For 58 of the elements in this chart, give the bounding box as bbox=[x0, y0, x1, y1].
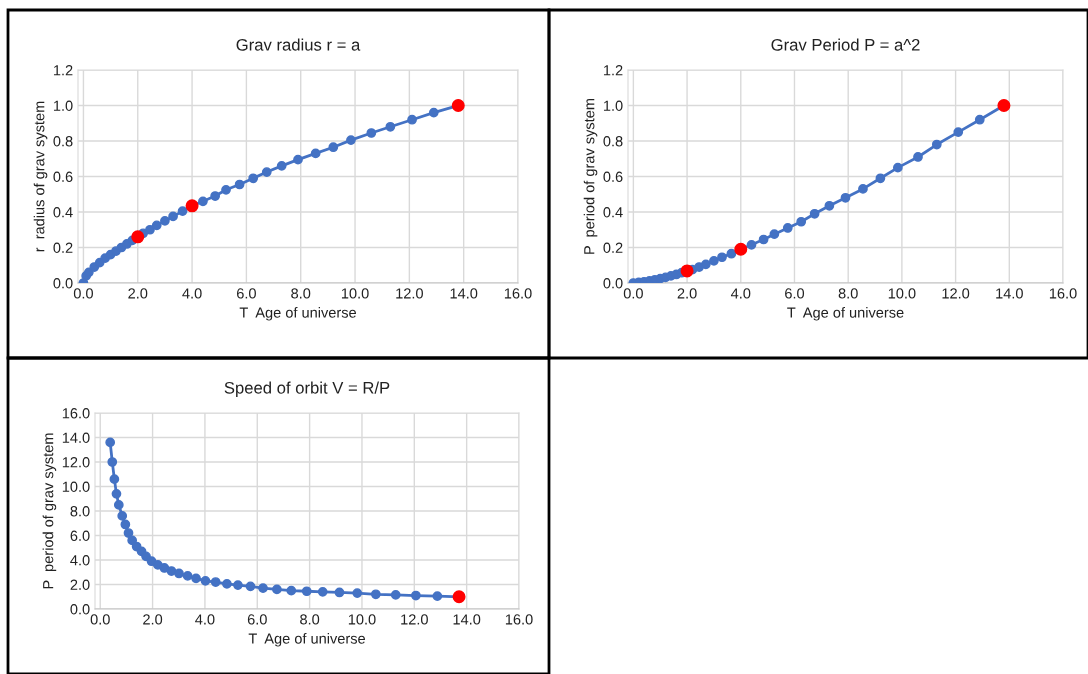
chart-title: Grav radius r = a bbox=[236, 38, 361, 51]
y-tick-label: 4.0 bbox=[70, 555, 90, 566]
y-tick-label: 1.2 bbox=[53, 65, 73, 76]
y-tick-label: 0.0 bbox=[70, 604, 90, 615]
x-tick-label: 4.0 bbox=[195, 614, 215, 625]
y-tick-label: 0.2 bbox=[53, 242, 73, 253]
y-tick-label: 0.6 bbox=[603, 171, 623, 182]
x-tick-label: 8.0 bbox=[300, 614, 320, 625]
x-tick-label: 8.0 bbox=[838, 288, 858, 299]
x-tick-label: 6.0 bbox=[247, 614, 267, 625]
y-tick-label: 1.0 bbox=[603, 100, 623, 111]
y-tick-label: 2.0 bbox=[70, 579, 90, 590]
x-axis-title: T Age of universe bbox=[787, 307, 904, 321]
x-tick-label: 4.0 bbox=[730, 288, 751, 299]
y-tick-label: 0.0 bbox=[603, 278, 623, 289]
y-tick-label: 0.4 bbox=[53, 207, 73, 218]
x-tick-label: 0.0 bbox=[623, 288, 643, 299]
y-tick-label: 1.2 bbox=[603, 65, 623, 76]
x-tick-label: 10.0 bbox=[341, 288, 369, 299]
y-tick-label: 0.0 bbox=[53, 278, 73, 289]
chart-title: Grav Period P = a^2 bbox=[771, 38, 920, 51]
x-tick-label: 16.0 bbox=[504, 288, 532, 299]
y-axis-title: P period of grav system bbox=[42, 433, 57, 589]
y-tick-label: 0.2 bbox=[603, 242, 623, 253]
x-tick-label: 12.0 bbox=[942, 288, 970, 299]
y-tick-label: 1.0 bbox=[53, 100, 73, 111]
chart-title: Speed of orbit V = R/P bbox=[224, 381, 390, 398]
x-tick-label: 2.0 bbox=[143, 614, 163, 625]
x-tick-label: 12.0 bbox=[401, 614, 428, 625]
x-tick-label: 10.0 bbox=[348, 614, 376, 625]
x-tick-label: 6.0 bbox=[237, 288, 256, 299]
y-tick-label: 14.0 bbox=[62, 432, 90, 443]
x-tick-label: 6.0 bbox=[785, 288, 805, 299]
y-tick-label: 16.0 bbox=[62, 408, 90, 419]
y-axis-title: P period of grav system bbox=[583, 98, 598, 254]
y-tick-label: 12.0 bbox=[62, 457, 90, 468]
y-tick-label: 8.0 bbox=[70, 506, 90, 517]
y-tick-label: 0.8 bbox=[603, 136, 623, 147]
x-tick-label: 2.0 bbox=[677, 288, 697, 299]
x-tick-label: 2.0 bbox=[128, 288, 148, 299]
y-tick-label: 0.6 bbox=[53, 171, 73, 182]
x-tick-label: 8.0 bbox=[291, 288, 311, 299]
x-tick-label: 16.0 bbox=[505, 614, 533, 625]
y-tick-label: 0.8 bbox=[53, 136, 73, 147]
x-tick-label: 14.0 bbox=[996, 288, 1023, 299]
y-tick-label: 6.0 bbox=[70, 530, 90, 541]
x-axis-title: T Age of universe bbox=[248, 633, 365, 647]
x-tick-label: 14.0 bbox=[450, 288, 478, 299]
x-axis-title: T Age of universe bbox=[239, 307, 356, 321]
x-tick-label: 14.0 bbox=[453, 614, 481, 625]
y-tick-label: 0.4 bbox=[603, 207, 623, 218]
y-tick-label: 10.0 bbox=[62, 481, 90, 492]
x-tick-label: 16.0 bbox=[1049, 288, 1077, 299]
x-tick-label: 0.0 bbox=[90, 614, 110, 625]
x-tick-label: 4.0 bbox=[182, 288, 202, 299]
x-tick-label: 10.0 bbox=[888, 288, 916, 299]
y-axis-title: r radius of grav system bbox=[33, 101, 48, 252]
x-tick-label: 12.0 bbox=[396, 288, 423, 299]
